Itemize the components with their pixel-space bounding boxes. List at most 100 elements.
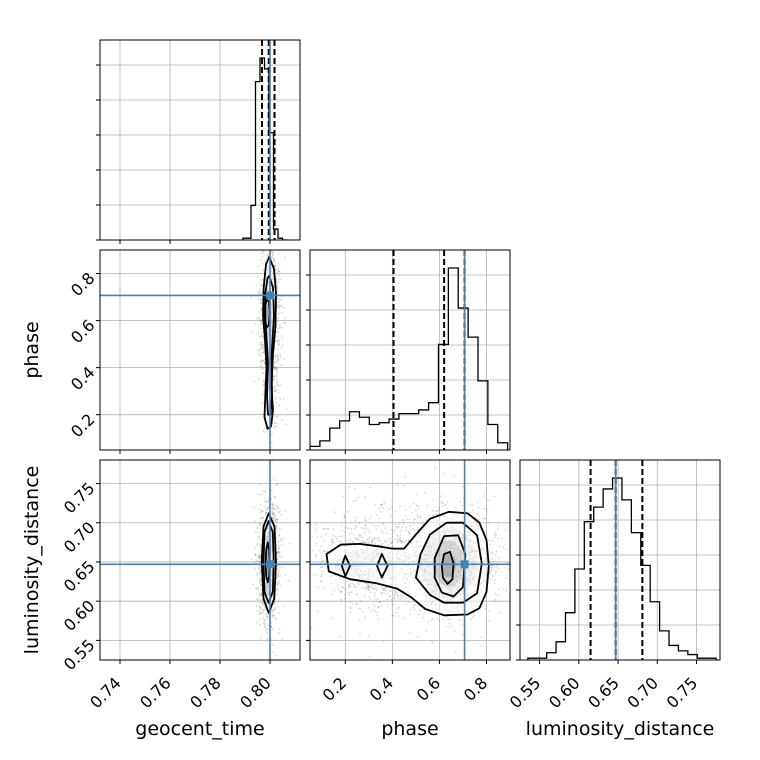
sample-point	[258, 290, 261, 293]
sample-point	[371, 538, 373, 541]
sample-point	[258, 557, 261, 560]
sample-point	[280, 326, 283, 329]
sample-point	[393, 603, 395, 605]
sample-point	[272, 257, 275, 260]
sample-point	[495, 550, 498, 553]
sample-point	[275, 654, 278, 657]
sample-point	[505, 529, 508, 531]
sample-point	[334, 511, 336, 514]
sample-point	[389, 537, 392, 540]
sample-point	[275, 331, 278, 333]
sample-point	[370, 515, 372, 518]
histogram-area	[310, 250, 510, 450]
sample-point	[321, 570, 324, 573]
histogram-area	[520, 460, 720, 660]
sample-point	[402, 484, 405, 487]
sample-point	[279, 354, 282, 356]
sample-point	[263, 500, 266, 503]
sample-point	[276, 415, 279, 418]
sample-point	[277, 342, 280, 345]
sample-point	[435, 510, 438, 513]
sample-point	[401, 540, 404, 543]
sample-point	[400, 595, 403, 598]
sample-point	[278, 270, 280, 273]
sample-point	[388, 595, 391, 597]
sample-point	[257, 567, 260, 570]
sample-point	[477, 506, 480, 509]
sample-point	[276, 583, 279, 585]
sample-point	[265, 511, 267, 514]
sample-point	[259, 523, 261, 525]
sample-point	[399, 505, 401, 508]
sample-point	[356, 602, 358, 605]
sample-point	[343, 588, 346, 590]
sample-point	[442, 505, 444, 508]
sample-point	[446, 508, 449, 510]
sample-point	[277, 253, 280, 255]
sample-point	[422, 616, 424, 619]
sample-point	[278, 555, 281, 558]
sample-point	[273, 511, 275, 514]
sample-point	[265, 231, 267, 233]
sample-point	[374, 584, 376, 587]
sample-point	[491, 551, 493, 554]
sample-point	[259, 524, 261, 526]
sample-point	[272, 473, 274, 475]
sample-point	[256, 542, 259, 545]
sample-point	[259, 580, 262, 583]
sample-point	[366, 538, 369, 541]
sample-point	[272, 514, 275, 516]
sample-point	[263, 368, 265, 371]
sample-point	[258, 568, 261, 571]
sample-point	[382, 523, 385, 526]
sample-point	[374, 503, 377, 506]
sample-point	[260, 302, 262, 305]
sample-point	[280, 555, 283, 558]
sample-point	[404, 597, 407, 600]
sample-point	[305, 539, 307, 541]
sample-point	[379, 510, 382, 513]
sample-point	[381, 531, 384, 534]
sample-point	[413, 519, 415, 521]
sample-point	[280, 537, 283, 540]
sample-point	[372, 539, 374, 542]
sample-point	[263, 245, 265, 247]
sample-point	[444, 503, 447, 506]
sample-point	[379, 601, 381, 604]
sample-point	[436, 617, 439, 620]
sample-point	[390, 542, 392, 545]
sample-point	[260, 361, 263, 364]
sample-point	[259, 278, 262, 281]
sample-point	[260, 612, 263, 615]
sample-point	[266, 247, 268, 249]
sample-point	[424, 491, 426, 494]
sample-point	[272, 254, 274, 257]
sample-point	[430, 619, 433, 622]
sample-point	[280, 539, 283, 542]
sample-point	[487, 521, 490, 523]
sample-point	[368, 535, 371, 538]
sample-point	[277, 455, 279, 457]
sample-point	[263, 380, 265, 382]
sample-point	[277, 267, 280, 270]
sample-point	[403, 617, 405, 619]
sample-point	[276, 552, 278, 554]
sample-point	[254, 553, 257, 555]
sample-point	[491, 565, 493, 568]
sample-point	[353, 537, 356, 539]
sample-point	[278, 274, 280, 277]
sample-point	[278, 580, 280, 582]
panel-frame	[99, 249, 301, 451]
sample-point	[268, 244, 270, 246]
sample-point	[360, 541, 363, 544]
contour-level-2	[433, 534, 467, 598]
sample-point	[261, 372, 264, 374]
sample-point	[261, 523, 264, 525]
sample-point	[276, 573, 278, 576]
sample-point	[258, 618, 261, 621]
sample-point	[273, 361, 276, 364]
sample-point	[355, 585, 358, 588]
sample-point	[446, 501, 449, 504]
sample-point	[493, 495, 496, 498]
sample-point	[486, 507, 489, 510]
